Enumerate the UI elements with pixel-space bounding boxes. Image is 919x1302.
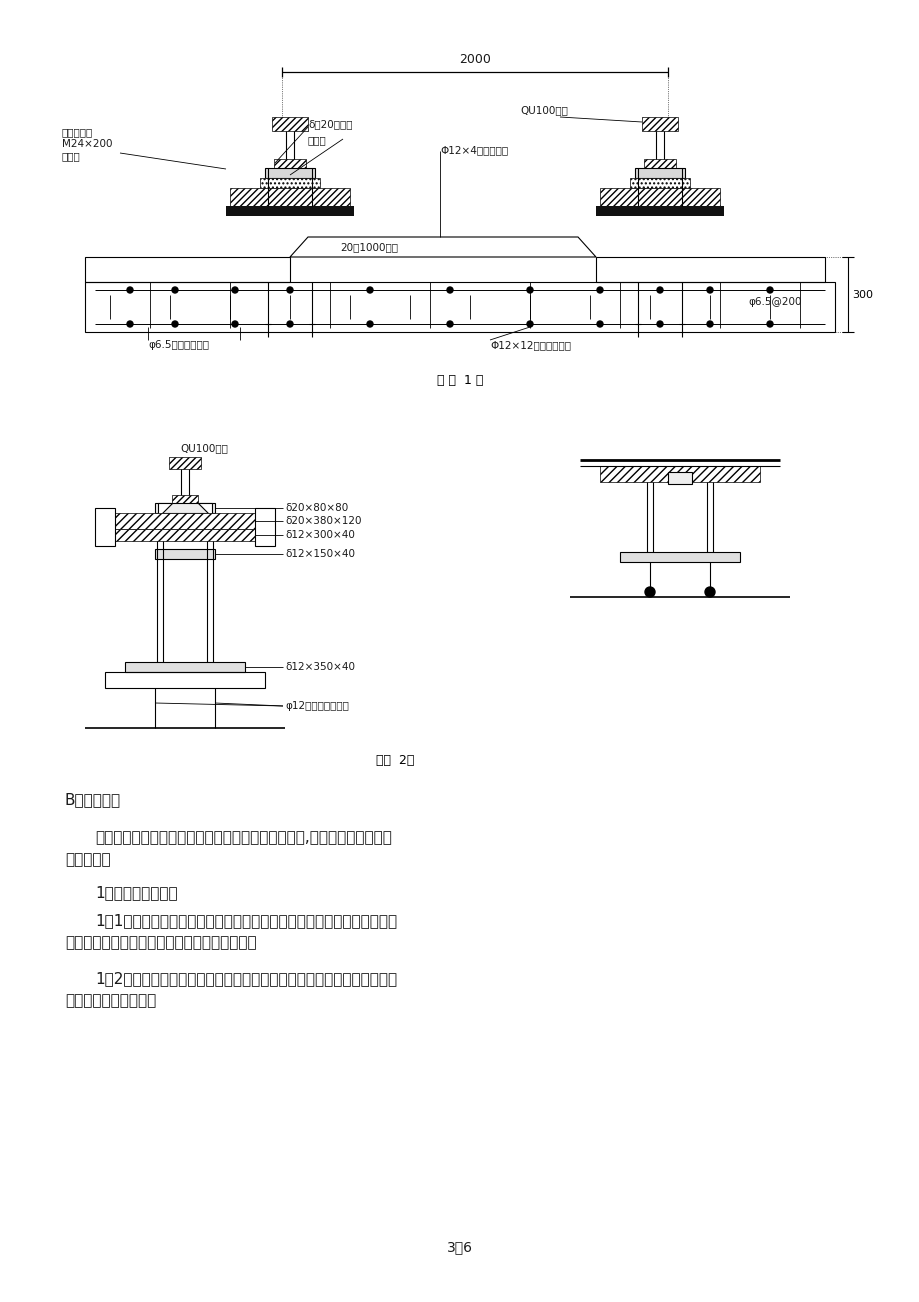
Text: （ 图  1 ）: （ 图 1 ） bbox=[437, 374, 482, 387]
Text: M24×200: M24×200 bbox=[62, 139, 112, 148]
Bar bbox=[309, 190, 314, 197]
Circle shape bbox=[656, 286, 663, 293]
Text: δ12×350×40: δ12×350×40 bbox=[285, 661, 355, 672]
Bar bbox=[125, 661, 244, 672]
Text: Φ12×12基础纵向钢筋: Φ12×12基础纵向钢筋 bbox=[490, 340, 571, 350]
Bar bbox=[172, 495, 198, 503]
Polygon shape bbox=[198, 503, 211, 517]
Text: QU100钢轨: QU100钢轨 bbox=[519, 105, 567, 115]
Bar bbox=[599, 187, 720, 206]
Bar bbox=[596, 256, 824, 283]
Circle shape bbox=[766, 286, 772, 293]
Circle shape bbox=[644, 587, 654, 598]
Text: 300: 300 bbox=[851, 289, 872, 299]
Text: 橡胶垫: 橡胶垫 bbox=[308, 135, 326, 145]
Circle shape bbox=[596, 322, 602, 327]
Circle shape bbox=[127, 286, 133, 293]
Text: 2000: 2000 bbox=[459, 53, 491, 66]
Bar bbox=[641, 117, 677, 132]
Text: 止退挡: 止退挡 bbox=[62, 151, 81, 161]
Bar bbox=[265, 168, 314, 178]
Text: B、施工步骤: B、施工步骤 bbox=[65, 792, 121, 807]
Circle shape bbox=[527, 322, 532, 327]
Bar bbox=[630, 178, 689, 187]
Text: 无误后，进行放线施工；并做好标识加以保护。: 无误后，进行放线施工；并做好标识加以保护。 bbox=[65, 935, 256, 950]
Polygon shape bbox=[158, 503, 172, 517]
Bar bbox=[255, 508, 275, 546]
Circle shape bbox=[527, 286, 532, 293]
Text: φ12与基础连接钢筋: φ12与基础连接钢筋 bbox=[285, 700, 348, 711]
Circle shape bbox=[287, 322, 292, 327]
Bar bbox=[265, 190, 271, 197]
Bar bbox=[678, 190, 685, 197]
Circle shape bbox=[232, 286, 238, 293]
Bar bbox=[115, 513, 255, 529]
Bar bbox=[105, 672, 265, 687]
Bar bbox=[599, 466, 759, 482]
Circle shape bbox=[447, 322, 452, 327]
Circle shape bbox=[596, 286, 602, 293]
Text: φ6.5螺栓连接钢筋: φ6.5螺栓连接钢筋 bbox=[148, 340, 209, 350]
Circle shape bbox=[367, 286, 372, 293]
Text: 1．测量及轨道加固: 1．测量及轨道加固 bbox=[95, 885, 177, 900]
Circle shape bbox=[127, 322, 133, 327]
Circle shape bbox=[704, 587, 714, 598]
Text: 距偏差在标准范围内。: 距偏差在标准范围内。 bbox=[65, 993, 156, 1008]
Circle shape bbox=[232, 322, 238, 327]
Text: δ20×380×120: δ20×380×120 bbox=[285, 516, 361, 526]
Bar bbox=[230, 187, 349, 206]
Bar bbox=[169, 457, 200, 469]
Circle shape bbox=[172, 286, 177, 293]
Circle shape bbox=[367, 322, 372, 327]
Circle shape bbox=[706, 286, 712, 293]
Circle shape bbox=[656, 322, 663, 327]
Polygon shape bbox=[289, 237, 596, 256]
Text: （图  2）: （图 2） bbox=[375, 754, 414, 767]
Text: φ6.5@200: φ6.5@200 bbox=[747, 297, 800, 307]
Bar bbox=[154, 503, 215, 513]
Bar bbox=[619, 552, 739, 562]
Bar bbox=[115, 529, 255, 542]
Text: 本工程是利用检修时间和工余时间来完成施工任务的,为不停产施工。具体: 本工程是利用检修时间和工余时间来完成施工任务的,为不停产施工。具体 bbox=[95, 829, 391, 845]
Text: δ＝20钢垫板: δ＝20钢垫板 bbox=[308, 118, 352, 129]
Text: QU100钢轨: QU100钢轨 bbox=[180, 443, 228, 453]
Bar bbox=[274, 159, 306, 168]
Bar bbox=[95, 508, 115, 546]
Text: 1．1全线测量：测量人员根据现场的水准高程定位放线，经技术人员复测: 1．1全线测量：测量人员根据现场的水准高程定位放线，经技术人员复测 bbox=[95, 913, 397, 928]
Circle shape bbox=[706, 322, 712, 327]
Bar bbox=[634, 190, 641, 197]
Text: 3／6: 3／6 bbox=[447, 1240, 472, 1254]
Text: 不锈钢螺栓: 不锈钢螺栓 bbox=[62, 128, 93, 137]
Text: 20：1000放坡: 20：1000放坡 bbox=[340, 242, 398, 253]
Bar bbox=[272, 117, 308, 132]
Circle shape bbox=[287, 286, 292, 293]
Text: Φ12×4长轨枕钢筋: Φ12×4长轨枕钢筋 bbox=[439, 145, 507, 155]
Bar bbox=[643, 159, 675, 168]
Bar bbox=[634, 168, 685, 178]
Bar bbox=[260, 178, 320, 187]
Bar bbox=[154, 549, 215, 559]
Bar bbox=[85, 256, 289, 283]
Bar bbox=[596, 206, 723, 216]
Bar bbox=[667, 473, 691, 484]
Text: δ12×300×40: δ12×300×40 bbox=[285, 530, 355, 540]
Circle shape bbox=[766, 322, 772, 327]
Bar bbox=[226, 206, 354, 216]
Circle shape bbox=[172, 322, 177, 327]
Text: δ20×80×80: δ20×80×80 bbox=[285, 503, 348, 513]
Circle shape bbox=[447, 286, 452, 293]
Text: δ12×150×40: δ12×150×40 bbox=[285, 549, 355, 559]
Bar bbox=[85, 283, 834, 332]
Text: 1．2道床加固：加焊临时轨距挡，用临时钢垫板找平，确保轨道直线、跨: 1．2道床加固：加焊临时轨距挡，用临时钢垫板找平，确保轨道直线、跨 bbox=[95, 971, 397, 986]
Text: 施工步骤：: 施工步骤： bbox=[65, 852, 110, 867]
